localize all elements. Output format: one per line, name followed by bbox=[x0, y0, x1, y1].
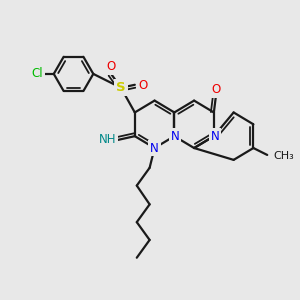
Text: S: S bbox=[116, 81, 126, 94]
Text: NH: NH bbox=[98, 133, 116, 146]
Text: N: N bbox=[150, 142, 159, 154]
Text: O: O bbox=[106, 61, 116, 74]
Text: N: N bbox=[171, 130, 180, 143]
Text: O: O bbox=[211, 83, 220, 96]
Text: N: N bbox=[211, 130, 219, 143]
Text: CH₃: CH₃ bbox=[273, 151, 294, 161]
Text: O: O bbox=[138, 79, 147, 92]
Text: Cl: Cl bbox=[31, 68, 43, 80]
